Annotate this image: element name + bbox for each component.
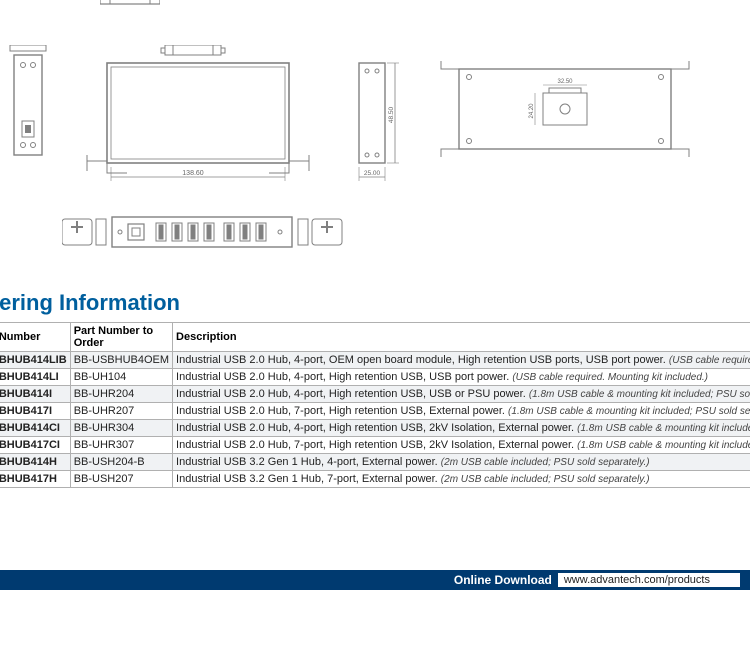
technical-drawings: 138.60 25.00 48.50 32.5 xyxy=(0,0,750,260)
table-row: BB-USBHUB414HBB-USH204-BIndustrial USB 3… xyxy=(0,454,750,471)
cell-model: BB-USBHUB414LI xyxy=(0,369,70,386)
cell-note: (1.8m USB cable & mounting kit included;… xyxy=(577,423,750,434)
cell-pn: BB-UHR204 xyxy=(70,386,172,403)
cell-pn: BB-UHR207 xyxy=(70,403,172,420)
cell-pn: BB-USH207 xyxy=(70,471,172,488)
dim-depth: 25.00 xyxy=(364,170,381,177)
cell-model: BB-USBHUB414I xyxy=(0,386,70,403)
table-row: BB-USBHUB414LIBB-UH104Industrial USB 2.0… xyxy=(0,369,750,386)
table-row: BB-USBHUB414CIBB-UHR304Industrial USB 2.… xyxy=(0,420,750,437)
drawing-ports xyxy=(62,216,362,250)
download-label: Online Download xyxy=(454,573,558,587)
cell-note: (USB cable required. Mounting kit includ… xyxy=(512,372,708,383)
drawing-top-fragment xyxy=(100,0,160,8)
cell-desc: Industrial USB 2.0 Hub, 4-port, High ret… xyxy=(173,369,750,386)
table-row: BB-USBHUB414LIBBB-USBHUB4OEMIndustrial U… xyxy=(0,352,750,369)
cell-desc: Industrial USB 3.2 Gen 1 Hub, 4-port, Ex… xyxy=(173,454,750,471)
cell-desc: Industrial USB 3.2 Gen 1 Hub, 7-port, Ex… xyxy=(173,471,750,488)
col-pn: Part Number to Order xyxy=(70,323,172,352)
dim-height: 48.50 xyxy=(388,106,395,123)
download-url[interactable]: www.advantech.com/products xyxy=(558,573,740,587)
drawing-bottom: 32.50 24.20 xyxy=(425,55,705,165)
cell-pn: BB-USBHUB4OEM xyxy=(70,352,172,369)
ordering-table: Model Number Part Number to Order Descri… xyxy=(0,322,750,488)
drawing-front: 138.60 xyxy=(65,45,355,185)
table-row: BB-USBHUB414IBB-UHR204Industrial USB 2.0… xyxy=(0,386,750,403)
cell-model: BB-USBHUB414CI xyxy=(0,420,70,437)
dim-width: 138.60 xyxy=(182,170,204,177)
cell-desc: Industrial USB 2.0 Hub, 4-port, High ret… xyxy=(173,386,750,403)
cell-model: BB-USBHUB417H xyxy=(0,471,70,488)
cell-desc: Industrial USB 2.0 Hub, 4-port, High ret… xyxy=(173,420,750,437)
cell-note: (1.8m USB cable & mounting kit included;… xyxy=(508,406,750,417)
cell-desc: Industrial USB 2.0 Hub, 7-port, High ret… xyxy=(173,437,750,454)
table-row: BB-USBHUB417IBB-UHR207Industrial USB 2.0… xyxy=(0,403,750,420)
cell-note: (1.8m USB cable & mounting kit included;… xyxy=(529,389,750,400)
section-title: Ordering Information xyxy=(0,260,750,322)
cell-model: BB-USBHUB417CI xyxy=(0,437,70,454)
drawing-side-small xyxy=(8,45,48,163)
footer-bar: Online Download www.advantech.com/produc… xyxy=(0,570,750,590)
cell-note: (1.8m USB cable & mounting kit included;… xyxy=(577,440,750,451)
cell-model: BB-USBHUB414LIB xyxy=(0,352,70,369)
cell-model: BB-USBHUB414H xyxy=(0,454,70,471)
cell-note: (USB cable required.) xyxy=(669,355,750,366)
table-row: BB-USBHUB417CIBB-UHR307Industrial USB 2.… xyxy=(0,437,750,454)
col-model: Model Number xyxy=(0,323,70,352)
cell-desc: Industrial USB 2.0 Hub, 7-port, High ret… xyxy=(173,403,750,420)
cell-pn: BB-USH204-B xyxy=(70,454,172,471)
cell-note: (2m USB cable included; PSU sold separat… xyxy=(441,474,650,485)
dim-clip-h: 24.20 xyxy=(529,103,535,119)
cell-desc: Industrial USB 2.0 Hub, 4-port, OEM open… xyxy=(173,352,750,369)
cell-model: BB-USBHUB417I xyxy=(0,403,70,420)
drawing-side-depth: 25.00 48.50 xyxy=(355,45,415,185)
table-row: BB-USBHUB417HBB-USH207Industrial USB 3.2… xyxy=(0,471,750,488)
cell-note: (2m USB cable included; PSU sold separat… xyxy=(441,457,650,468)
cell-pn: BB-UH104 xyxy=(70,369,172,386)
cell-pn: BB-UHR307 xyxy=(70,437,172,454)
cell-pn: BB-UHR304 xyxy=(70,420,172,437)
dim-clip-w: 32.50 xyxy=(557,79,573,85)
col-desc: Description xyxy=(173,323,750,352)
